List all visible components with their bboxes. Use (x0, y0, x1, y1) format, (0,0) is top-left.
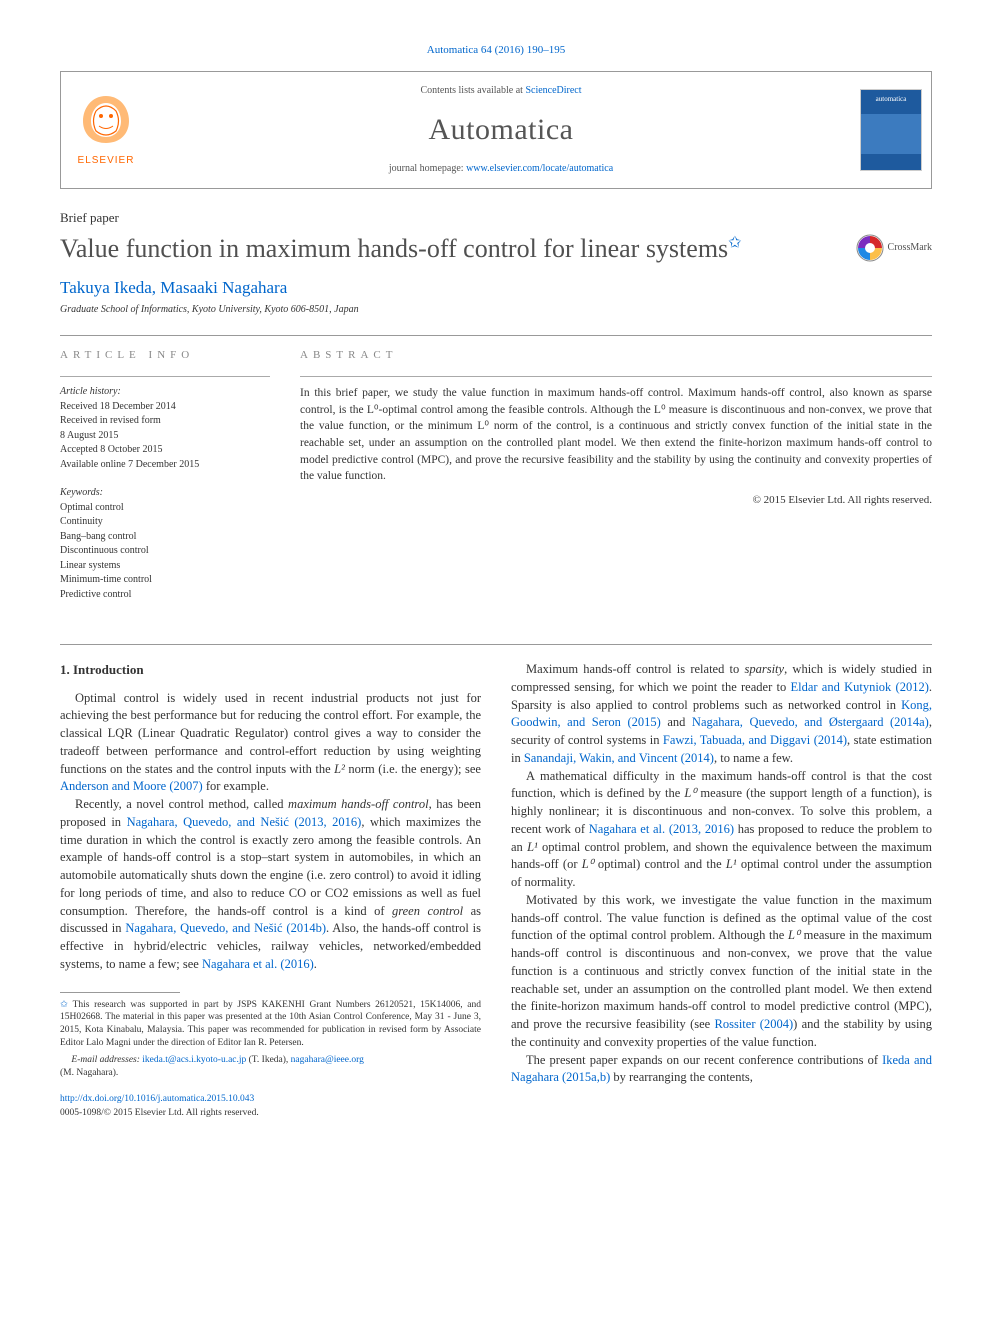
math-L0: L⁰ (788, 928, 800, 942)
citation-link[interactable]: Fawzi, Tabuada, and Diggavi (2014) (663, 733, 847, 747)
keyword: Optimal control (60, 501, 270, 516)
citation-link[interactable]: Sanandaji, Wakin, and Vincent (2014) (524, 751, 714, 765)
crossmark-label: CrossMark (888, 241, 932, 256)
crossmark-icon (856, 234, 884, 262)
citation-link[interactable]: Anderson and Moore (2007) (60, 779, 203, 793)
authors: Takuya Ikeda, Masaaki Nagahara (60, 276, 932, 301)
sciencedirect-link[interactable]: ScienceDirect (525, 85, 581, 96)
doi-link[interactable]: http://dx.doi.org/10.1016/j.automatica.2… (60, 1094, 254, 1104)
history-line: Received 18 December 2014 (60, 400, 270, 415)
footnote-separator (60, 992, 180, 993)
email-link[interactable]: nagahara@ieee.org (291, 1055, 364, 1065)
keyword: Discontinuous control (60, 544, 270, 559)
history-line: 8 August 2015 (60, 429, 270, 444)
homepage-line: journal homepage: www.elsevier.com/locat… (151, 162, 851, 177)
body-columns: 1. Introduction Optimal control is widel… (60, 661, 932, 1087)
crossmark-badge[interactable]: CrossMark (856, 234, 932, 262)
citation-link[interactable]: Nagahara, Quevedo, and Østergaard (2014a… (692, 715, 929, 729)
paragraph: The present paper expands on our recent … (511, 1052, 932, 1088)
header-box: ELSEVIER Contents lists available at Sci… (60, 71, 932, 190)
math-L1: L¹ (527, 840, 538, 854)
abstract-label: abstract (300, 348, 932, 364)
citation-bar: Automatica 64 (2016) 190–195 (60, 40, 932, 59)
abstract-column: abstract In this brief paper, we study t… (300, 348, 932, 616)
paragraph: A mathematical difficulty in the maximum… (511, 768, 932, 892)
keywords-heading: Keywords: (60, 486, 270, 501)
citation-link[interactable]: Rossiter (2004) (715, 1017, 794, 1031)
paper-title: Value function in maximum hands-off cont… (60, 230, 836, 268)
header-center: Contents lists available at ScienceDirec… (151, 72, 851, 189)
keyword: Predictive control (60, 588, 270, 603)
math-L1: L¹ (726, 857, 737, 871)
divider-top (60, 335, 932, 336)
keywords-block: Keywords: Optimal control Continuity Ban… (60, 486, 270, 602)
footnote-funding: ✩ This research was supported in part by… (60, 999, 481, 1050)
keyword: Continuity (60, 515, 270, 530)
paragraph: Maximum hands-off control is related to … (511, 661, 932, 768)
divider-mid (60, 644, 932, 645)
citation-link[interactable]: Nagahara, Quevedo, and Nešić (2013, 2016… (127, 815, 362, 829)
math-L0: L⁰ (684, 786, 696, 800)
paragraph: Motivated by this work, we investigate t… (511, 892, 932, 1052)
history-heading: Article history: (60, 385, 270, 400)
history-line: Available online 7 December 2015 (60, 458, 270, 473)
left-column: 1. Introduction Optimal control is widel… (60, 661, 481, 1087)
math-L2: L² (334, 762, 345, 776)
history-line: Accepted 8 October 2015 (60, 443, 270, 458)
article-history: Article history: Received 18 December 20… (60, 385, 270, 472)
abstract-text: In this brief paper, we study the value … (300, 385, 932, 485)
journal-cover: automatica (860, 89, 922, 171)
journal-name: Automatica (151, 108, 851, 152)
intro-heading: 1. Introduction (60, 661, 481, 679)
keyword: Linear systems (60, 559, 270, 574)
history-line: Received in revised form (60, 414, 270, 429)
keyword: Bang–bang control (60, 530, 270, 545)
paper-type: Brief paper (60, 209, 932, 228)
abstract-copyright: © 2015 Elsevier Ltd. All rights reserved… (300, 493, 932, 509)
homepage-prefix: journal homepage: (389, 163, 466, 174)
article-info-column: article info Article history: Received 1… (60, 348, 270, 616)
right-column: Maximum hands-off control is related to … (511, 661, 932, 1087)
homepage-link[interactable]: www.elsevier.com/locate/automatica (466, 163, 613, 174)
citation-link[interactable]: Eldar and Kutyniok (2012) (790, 680, 928, 694)
title-footnote-star-icon: ✩ (728, 235, 741, 252)
paragraph: Recently, a novel control method, called… (60, 796, 481, 974)
keyword: Minimum-time control (60, 573, 270, 588)
affiliation: Graduate School of Informatics, Kyoto Un… (60, 303, 932, 318)
citation-link[interactable]: Automatica 64 (2016) 190–195 (427, 44, 565, 56)
math-L0: L⁰ (582, 857, 594, 871)
citation-link[interactable]: Nagahara et al. (2016) (202, 957, 314, 971)
info-divider-1 (60, 376, 270, 377)
footnote-emails: E-mail addresses: ikeda.t@acs.i.kyoto-u.… (60, 1054, 481, 1080)
elsevier-logo: ELSEVIER (71, 91, 141, 169)
issn-copyright: 0005-1098/© 2015 Elsevier Ltd. All right… (60, 1107, 932, 1121)
footnote-star-icon: ✩ (60, 1000, 73, 1010)
bottom-info: http://dx.doi.org/10.1016/j.automatica.2… (60, 1093, 932, 1121)
abstract-divider-1 (300, 376, 932, 377)
svg-text:ELSEVIER: ELSEVIER (78, 155, 135, 166)
contents-prefix: Contents lists available at (420, 85, 525, 96)
title-text: Value function in maximum hands-off cont… (60, 234, 728, 263)
paragraph: Optimal control is widely used in recent… (60, 690, 481, 797)
journal-cover-cell: automatica (851, 72, 931, 189)
citation-link[interactable]: Nagahara, Quevedo, and Nešić (2014b) (125, 921, 326, 935)
publisher-logo-cell: ELSEVIER (61, 72, 151, 189)
journal-cover-title: automatica (861, 90, 921, 104)
journal-cover-band (861, 114, 921, 154)
contents-line: Contents lists available at ScienceDirec… (151, 84, 851, 99)
citation-link[interactable]: Nagahara et al. (2013, 2016) (589, 822, 734, 836)
article-info-label: article info (60, 348, 270, 364)
email-link[interactable]: ikeda.t@acs.i.kyoto-u.ac.jp (142, 1055, 246, 1065)
